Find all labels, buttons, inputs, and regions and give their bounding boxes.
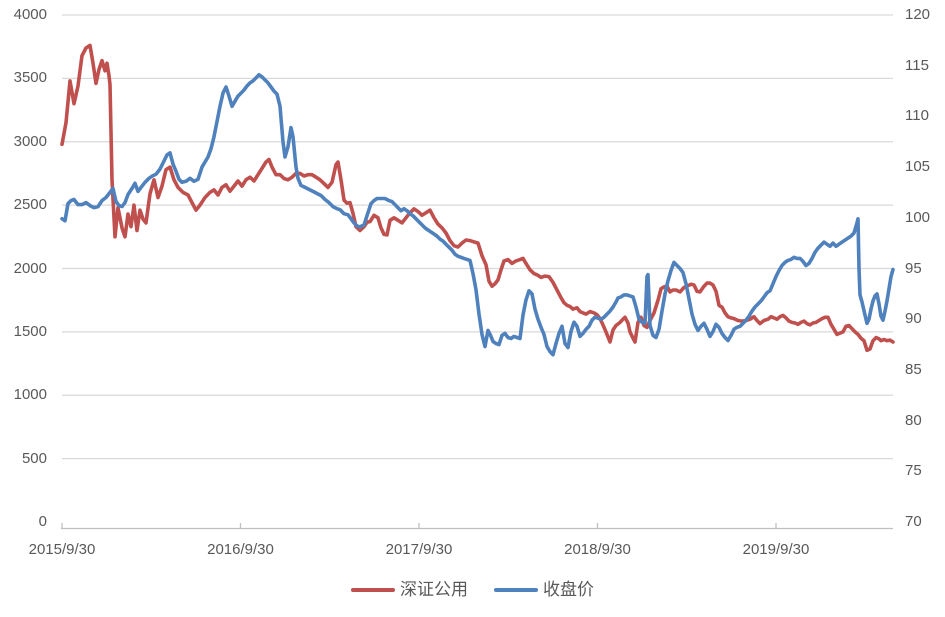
y-left-tick-label: 4000 [13, 6, 47, 23]
legend-swatch-red-line [351, 588, 395, 592]
legend-swatch-blue-line [494, 588, 538, 592]
legend-item-shenzhen-utilities: 深证公用 [351, 580, 468, 600]
y-right-tick-label: 105 [905, 158, 931, 176]
x-axis-tick-label: 2018/9/30 [564, 541, 631, 558]
y-left-tick-label: 3500 [13, 69, 47, 87]
legend-label-closing-price: 收盘价 [543, 580, 594, 599]
gridlines [62, 14, 893, 460]
legend: 深证公用 收盘价 [0, 578, 945, 602]
legend-label-shenzhen-utilities: 深证公用 [400, 580, 468, 599]
y-right-tick-label: 90 [905, 310, 922, 328]
y-right-tick-label: 80 [905, 411, 922, 429]
y-axis-left-labels: 0 500 1000 1500 2000 2500 3000 3500 4000 [0, 0, 47, 617]
x-axis-tick-label: 2015/9/30 [28, 541, 96, 558]
data-series-lines [60, 43, 895, 357]
y-left-tick-label: 0 [38, 513, 47, 530]
y-left-tick-label: 2000 [13, 259, 47, 277]
y-left-tick-label: 3000 [13, 132, 47, 150]
x-axis-labels: 2015/9/30 2016/9/30 2017/9/30 2018/9/30 2019… [0, 540, 945, 560]
series-line-收盘价 [60, 73, 895, 357]
x-axis-line [61, 523, 893, 530]
y-right-tick-label: 95 [905, 259, 922, 277]
y-right-tick-label: 85 [905, 360, 922, 378]
x-axis-tick-label: 2016/9/30 [207, 541, 274, 558]
series-line-深证公用 [60, 43, 895, 353]
y-left-tick-label: 500 [21, 449, 47, 467]
legend-item-closing-price: 收盘价 [494, 580, 594, 600]
y-left-tick-label: 2500 [13, 196, 47, 214]
y-right-tick-label: 100 [905, 208, 931, 226]
y-right-tick-label: 75 [905, 462, 922, 480]
x-axis-tick-label: 2019/9/30 [742, 541, 810, 558]
y-axis-right-labels: 70 75 80 85 90 95 100 105 110 115 120 [905, 0, 945, 617]
y-right-tick-label: 115 [905, 56, 929, 74]
y-right-tick-label: 120 [905, 6, 931, 23]
y-left-tick-label: 1000 [13, 386, 47, 404]
y-right-tick-label: 110 [905, 107, 929, 125]
y-left-tick-label: 1500 [13, 322, 47, 340]
x-axis-tick-label: 2017/9/30 [385, 541, 453, 558]
y-right-tick-label: 70 [905, 513, 922, 530]
